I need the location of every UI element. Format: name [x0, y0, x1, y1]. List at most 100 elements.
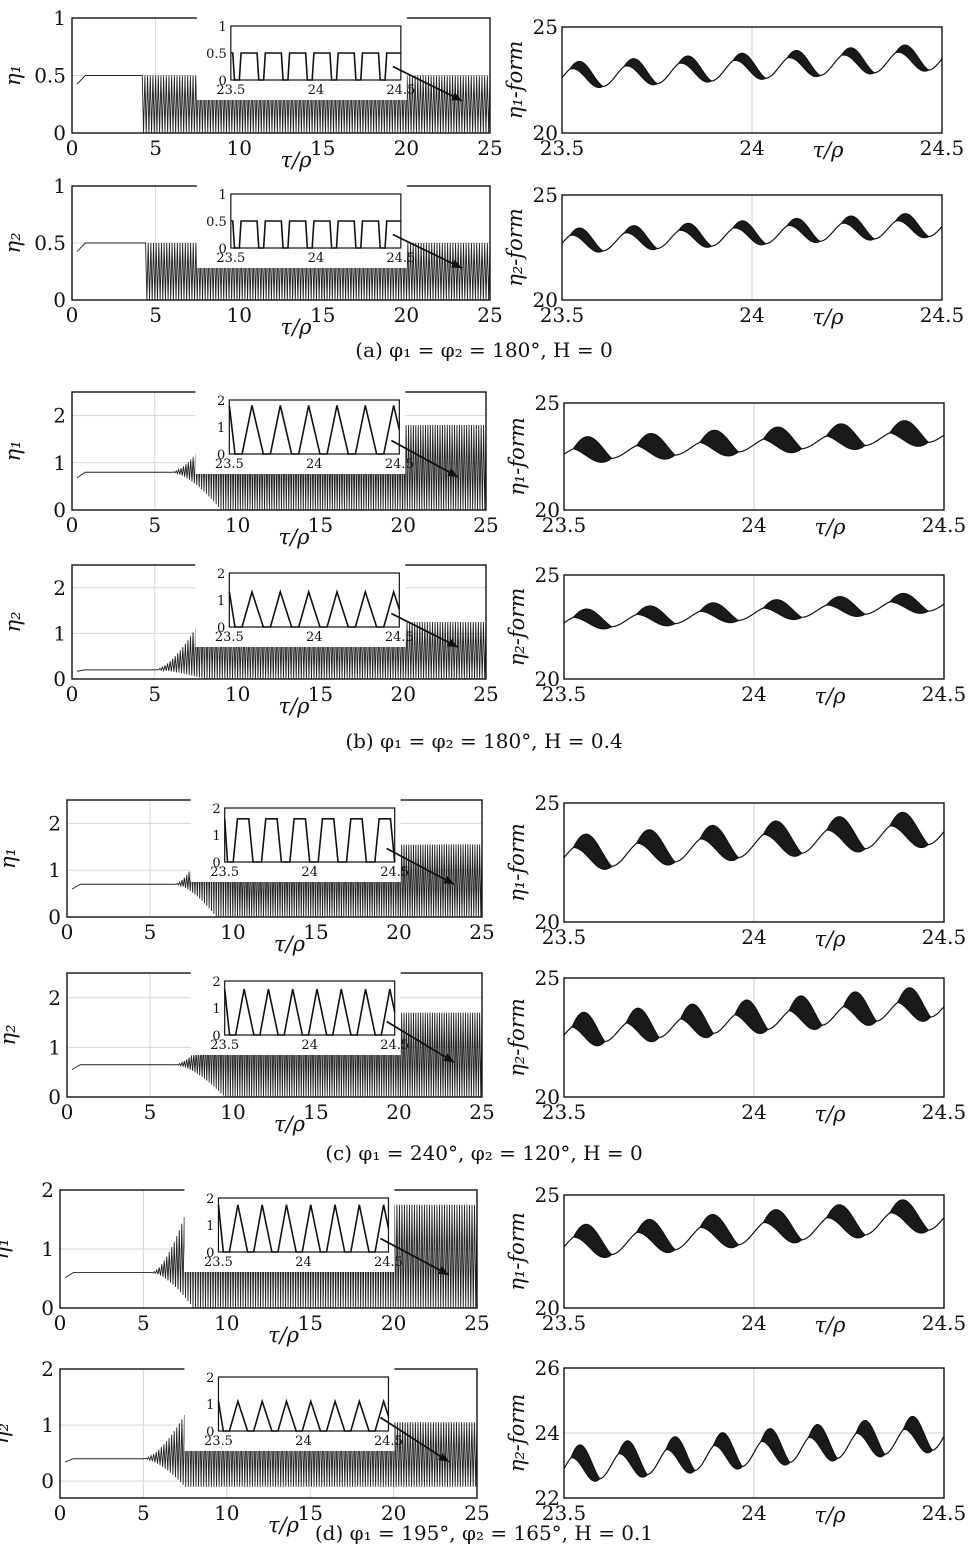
inset-pointer-arrow	[386, 1020, 455, 1064]
y-tick-label: 0.5	[34, 64, 66, 88]
x-tick-label: 20	[394, 136, 419, 160]
axes-frame	[563, 402, 945, 511]
inset-pointer-arrow	[379, 1416, 450, 1463]
y-tick-label: 0	[53, 121, 66, 145]
x-axis-label: τ/ρ	[280, 315, 312, 339]
inset-y-tick-label: 1	[206, 1398, 214, 1413]
inset-x-tick-label: 24.5	[386, 251, 415, 266]
x-tick-label: 10	[214, 1311, 239, 1335]
x-tick-label: 24.5	[922, 1501, 967, 1525]
y-tick-label: 20	[535, 910, 560, 934]
x-axis-label: τ/ρ	[278, 694, 310, 718]
x-tick-label: 5	[137, 1311, 150, 1335]
inset-y-tick-label: 2	[217, 394, 225, 409]
y-tick-label: 0	[53, 288, 66, 312]
x-axis-label: τ/ρ	[268, 1513, 300, 1537]
y-tick-label: 1	[53, 621, 66, 645]
panel-d-left-chart-1: 0 5 10 15 20 25 0 1 2 τ/ρ η₁ 0 1 2 23.5 24 24.5	[0, 1178, 490, 1347]
x-tick-label: 10	[225, 513, 250, 537]
arrow-head	[451, 92, 462, 101]
y-axis-label: η₁-form	[505, 1212, 529, 1290]
y-tick-label: 25	[535, 966, 560, 990]
arrow-head	[443, 1053, 454, 1063]
x-tick-label: 23.5	[542, 513, 587, 537]
y-tick-label: 1	[41, 1413, 54, 1437]
x-tick-label: 0	[66, 513, 79, 537]
caption-a: (a) φ₁ = φ₂ = 180°, H = 0	[355, 338, 612, 362]
x-tick-label: 25	[473, 682, 498, 706]
y-axis-label: η₁	[1, 65, 25, 86]
y-tick-label: 20	[535, 667, 560, 691]
y-tick-label: 0	[48, 905, 61, 929]
x-tick-label: 24	[741, 925, 766, 949]
y-tick-label: 1	[53, 6, 66, 30]
inset-y-tick-label: 0	[206, 1425, 214, 1440]
inset-signal	[228, 405, 401, 455]
inset-chart: 0 1 2 23.5 24 24.5	[195, 563, 414, 647]
panel-c-left-chart-1: 0 5 10 15 20 25 0 1 2 τ/ρ η₁ 0 1 2 23.5 24 24.5	[0, 798, 495, 956]
inset-x-tick-label: 23.5	[204, 1255, 233, 1270]
y-axis-label: η₁	[0, 1239, 13, 1260]
y-tick-label: 25	[535, 563, 560, 587]
x-tick-label: 24.5	[920, 136, 965, 160]
x-axis-label: τ/ρ	[812, 305, 844, 329]
x-tick-label: 20	[394, 303, 419, 327]
axes-frame	[563, 574, 945, 680]
inset-y-tick-label: 1	[217, 421, 225, 436]
inset-x-tick-label: 24	[301, 1038, 318, 1053]
y-tick-label: 0.5	[34, 231, 66, 255]
panel-b-left-chart-2: 0 5 10 15 20 25 0 1 2 τ/ρ η₂ 0 1 2 23.5 24 24.5	[1, 563, 499, 718]
panel-a-left-chart-1: 0 5 10 15 20 25 0 0.5 1 τ/ρ η₁ 0 0.5 1 23.5 24 24.5	[1, 6, 503, 172]
x-tick-label: 10	[220, 1100, 245, 1124]
x-tick-label: 15	[310, 136, 335, 160]
x-tick-label: 23.5	[542, 1501, 587, 1525]
arrow-head	[438, 1452, 449, 1462]
inset-chart: 0 1 2 23.5 24 24.5	[184, 1188, 403, 1272]
x-tick-label: 24	[741, 513, 766, 537]
inset-x-tick-label: 24	[301, 865, 318, 880]
y-tick-label: 1	[53, 451, 66, 475]
inset-x-tick-label: 24.5	[380, 1038, 409, 1053]
y-tick-label: 0	[53, 667, 66, 691]
inset-frame	[224, 807, 396, 863]
inset-y-tick-label: 2	[212, 975, 220, 990]
x-axis-label: τ/ρ	[812, 138, 844, 162]
x-tick-label: 25	[464, 1311, 489, 1335]
inset-x-tick-label: 24.5	[374, 1255, 403, 1270]
y-tick-label: 25	[533, 183, 558, 207]
x-tick-label: 24	[739, 303, 764, 327]
inset-y-tick-label: 1	[219, 188, 227, 203]
inset-frame	[217, 1376, 390, 1432]
panel-d-left-chart-2: 0 5 10 15 20 25 0 1 2 τ/ρ η₂ 0 1 2 23.5 24 24.5	[0, 1357, 490, 1537]
x-axis-label: τ/ρ	[268, 1323, 300, 1347]
x-tick-label: 24	[741, 1501, 766, 1525]
x-tick-label: 10	[225, 682, 250, 706]
y-tick-label: 0	[53, 498, 66, 522]
inset-x-tick-label: 23.5	[215, 630, 244, 645]
y-tick-label: 20	[533, 288, 558, 312]
inset-x-tick-label: 24.5	[374, 1434, 403, 1449]
x-tick-label: 15	[308, 513, 333, 537]
inset-y-tick-label: 1	[212, 829, 220, 844]
x-tick-label: 24	[741, 1311, 766, 1335]
panel-c-right-chart-2: 23.5 24 24.5 20 25 τ/ρ η₂-form	[505, 966, 966, 1126]
inset-x-tick-label: 24	[306, 457, 323, 472]
x-tick-label: 15	[297, 1311, 322, 1335]
x-axis-label: τ/ρ	[274, 932, 306, 956]
y-axis-label: η₂-form	[503, 208, 527, 286]
x-tick-label: 0	[66, 303, 79, 327]
x-tick-label: 25	[469, 1100, 494, 1124]
arrow-head	[447, 468, 458, 477]
inset-chart: 0 1 2 23.5 24 24.5	[184, 1367, 403, 1451]
x-tick-label: 15	[297, 1501, 322, 1525]
panel-d-right-chart-2: 23.5 24 24.5 22 24 26 τ/ρ η₂-form	[505, 1356, 966, 1527]
inset-y-tick-label: 1	[217, 594, 225, 609]
inset-chart: 0 0.5 1 23.5 24 24.5	[196, 184, 415, 268]
x-tick-label: 0	[66, 136, 79, 160]
x-axis-label: τ/ρ	[274, 1112, 306, 1136]
inset-signal	[223, 818, 396, 863]
x-tick-label: 15	[303, 920, 328, 944]
inset-y-tick-label: 2	[206, 1371, 214, 1386]
inset-x-tick-label: 24.5	[385, 630, 414, 645]
y-tick-label: 1	[53, 174, 66, 198]
